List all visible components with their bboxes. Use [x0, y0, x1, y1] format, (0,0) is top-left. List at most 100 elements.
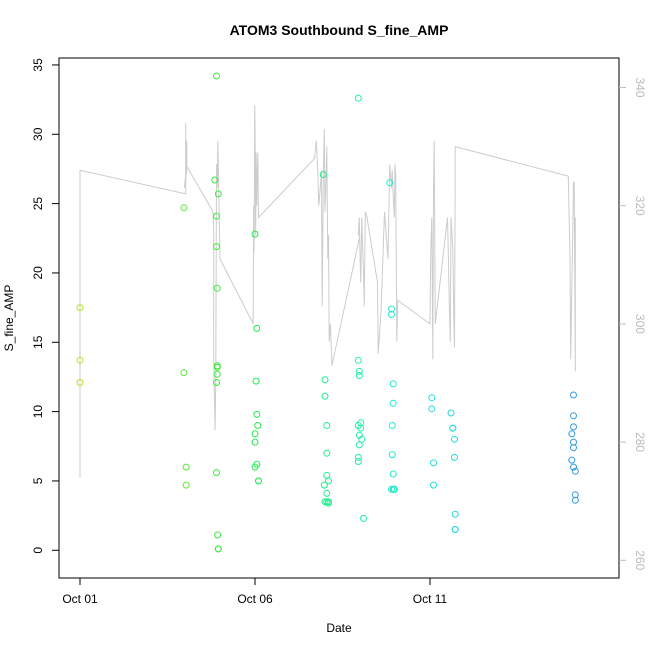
- plot-frame: [58, 57, 620, 579]
- data-point: [389, 470, 397, 478]
- data-point: [254, 422, 262, 429]
- data-point: [449, 424, 457, 432]
- data-point: [354, 356, 362, 364]
- y-axis-label: S_fine_AMP: [2, 285, 16, 352]
- data-point: [182, 463, 190, 471]
- data-point: [388, 451, 396, 459]
- data-point: [76, 304, 84, 312]
- y-axis: 0 5 10 15 20 25 30 35: [31, 58, 59, 554]
- data-point: [214, 545, 222, 553]
- y-tick-label: 30: [31, 127, 45, 141]
- data-point: [451, 510, 459, 518]
- data-point: [76, 379, 84, 386]
- data-point: [320, 481, 328, 489]
- data-point: [570, 444, 577, 452]
- data-point: [355, 441, 363, 449]
- data-point: [430, 459, 437, 467]
- x-axis: Oct 01 Oct 06 Oct 11: [62, 578, 448, 606]
- data-point: [323, 489, 331, 497]
- y-tick-label: 15: [31, 335, 45, 349]
- data-point: [430, 481, 437, 489]
- y-tick-label: 10: [31, 405, 45, 419]
- data-point: [568, 430, 576, 438]
- y2-tick-label: 260: [633, 550, 647, 570]
- data-point: [321, 498, 329, 506]
- data-point: [251, 430, 259, 438]
- data-point: [570, 412, 577, 420]
- x-tick-label: Oct 06: [237, 592, 273, 606]
- data-point: [447, 409, 455, 417]
- data-point: [213, 72, 220, 80]
- data-point: [386, 179, 394, 187]
- data-point: [323, 449, 331, 457]
- data-point: [213, 469, 220, 477]
- data-point: [253, 460, 261, 468]
- data-point: [389, 380, 397, 388]
- data-point: [211, 176, 219, 184]
- data-point: [182, 481, 190, 489]
- data-point: [571, 467, 579, 475]
- data-point: [213, 212, 220, 220]
- data-point: [323, 422, 331, 429]
- data-point: [214, 531, 222, 539]
- y2-tick-label: 300: [633, 314, 647, 334]
- y-tick-label: 5: [31, 477, 45, 484]
- data-point: [388, 311, 395, 318]
- data-point: [360, 514, 367, 522]
- data-point: [213, 284, 221, 292]
- data-point: [571, 496, 579, 504]
- y2-axis: 260 280 300 320 340: [619, 78, 647, 571]
- data-point: [354, 94, 362, 102]
- y-tick-label: 35: [31, 58, 45, 72]
- data-point: [357, 424, 365, 432]
- data-point: [213, 243, 220, 251]
- data-point: [568, 456, 576, 464]
- data-point: [180, 204, 188, 212]
- data-point: [389, 485, 397, 493]
- y-tick-label: 0: [31, 547, 45, 554]
- data-point: [76, 356, 84, 364]
- y2-tick-label: 340: [633, 78, 647, 98]
- data-point: [213, 370, 221, 378]
- data-point: [319, 171, 327, 178]
- data-point: [358, 435, 366, 443]
- data-point: [252, 377, 260, 385]
- data-point: [253, 324, 261, 332]
- y2-tick-label: 280: [633, 432, 647, 452]
- data-point: [451, 453, 458, 461]
- y-tick-label: 25: [31, 197, 45, 211]
- data-point: [255, 477, 262, 485]
- y2-tick-label: 320: [633, 196, 647, 216]
- chart-title: ATOM3 Southbound S_fine_AMP: [230, 22, 449, 38]
- data-point: [451, 435, 458, 443]
- data-point: [570, 391, 577, 399]
- data-point: [389, 399, 397, 407]
- data-point: [428, 405, 436, 413]
- series-line: [79, 105, 576, 478]
- data-point: [355, 372, 363, 379]
- data-point: [214, 190, 222, 198]
- data-point: [253, 410, 261, 418]
- data-point: [570, 423, 577, 431]
- data-point: [180, 369, 188, 377]
- data-point: [354, 453, 362, 461]
- data-point: [321, 376, 329, 384]
- x-axis-label: Date: [326, 621, 352, 635]
- data-point: [451, 526, 459, 533]
- y-tick-label: 20: [31, 266, 45, 280]
- data-point: [570, 463, 577, 471]
- data-point: [428, 394, 436, 402]
- data-point: [213, 363, 221, 371]
- data-point: [388, 422, 396, 429]
- data-point: [355, 367, 363, 375]
- data-point: [325, 477, 332, 485]
- data-point: [354, 458, 362, 465]
- scatter-series: [76, 72, 579, 553]
- data-point: [251, 438, 259, 446]
- data-point: [321, 392, 329, 400]
- data-point: [251, 230, 259, 238]
- x-tick-label: Oct 01: [62, 592, 98, 606]
- data-point: [213, 379, 220, 386]
